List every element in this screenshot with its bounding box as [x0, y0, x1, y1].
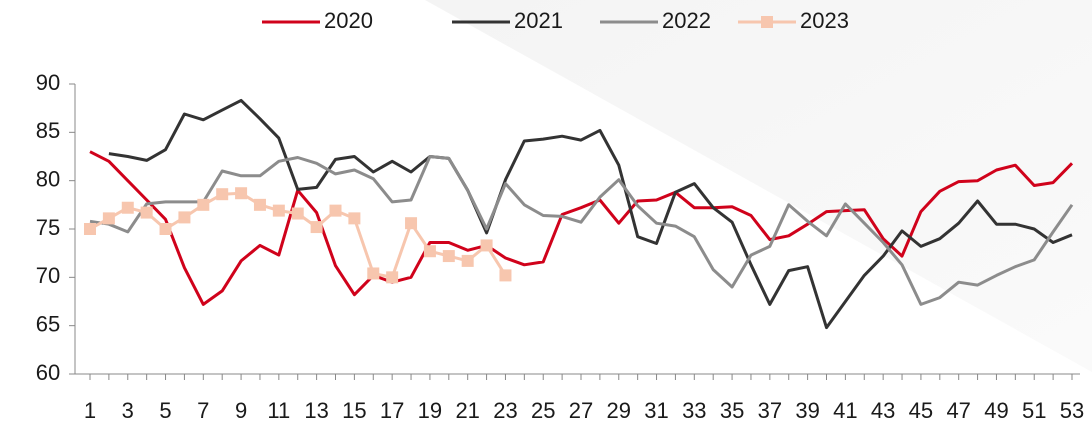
- y-tick-label: 70: [36, 263, 60, 288]
- x-tick-label: 27: [569, 398, 593, 423]
- point-marker: [197, 198, 210, 211]
- x-tick-label: 9: [235, 398, 247, 423]
- x-tick-label: 15: [342, 398, 366, 423]
- point-marker: [140, 206, 153, 219]
- x-tick-label: 23: [493, 398, 517, 423]
- x-tick-label: 39: [795, 398, 819, 423]
- series-line: [108, 98, 1073, 330]
- x-tick-label: 33: [682, 398, 706, 423]
- series-line: [89, 155, 1074, 306]
- y-tick-label: 85: [36, 118, 60, 143]
- point-marker: [178, 211, 191, 224]
- x-tick-label: 51: [1022, 398, 1046, 423]
- point-marker: [367, 267, 380, 280]
- point-marker: [121, 201, 134, 214]
- y-tick-label: 75: [36, 215, 60, 240]
- x-tick-label: 29: [607, 398, 631, 423]
- point-marker: [386, 271, 399, 284]
- x-tick-label: 11: [267, 398, 290, 423]
- x-tick-label: 5: [159, 398, 171, 423]
- point-marker: [310, 221, 323, 234]
- point-marker: [442, 250, 455, 263]
- point-marker: [253, 198, 266, 211]
- x-tick-label: 41: [833, 398, 857, 423]
- legend-label: 2021: [514, 8, 563, 33]
- x-tick-label: 19: [418, 398, 442, 423]
- point-marker: [329, 204, 342, 217]
- point-marker: [348, 212, 361, 225]
- x-tick-label: 37: [758, 398, 782, 423]
- y-tick-label: 60: [36, 360, 60, 385]
- x-tick-label: 31: [644, 398, 668, 423]
- legend-label: 2022: [662, 8, 711, 33]
- point-marker: [423, 245, 436, 258]
- x-tick-label: 43: [871, 398, 895, 423]
- x-tick-label: 17: [380, 398, 404, 423]
- x-tick-label: 1: [84, 398, 96, 423]
- legend-label: 2020: [324, 8, 373, 33]
- point-marker: [235, 187, 248, 200]
- legend-label: 2023: [800, 8, 849, 33]
- point-marker: [159, 223, 172, 235]
- y-tick-label: 90: [36, 70, 60, 95]
- legend-marker: [761, 16, 773, 28]
- point-marker: [499, 269, 512, 282]
- point-marker: [291, 207, 304, 220]
- y-tick-label: 65: [36, 311, 60, 336]
- x-tick-label: 3: [122, 398, 134, 423]
- x-tick-label: 47: [946, 398, 970, 423]
- y-tick-label: 80: [36, 166, 60, 191]
- point-marker: [480, 239, 493, 252]
- point-marker: [272, 204, 285, 217]
- point-marker: [461, 254, 474, 267]
- x-tick-label: 13: [304, 398, 328, 423]
- x-tick-label: 7: [197, 398, 209, 423]
- point-marker: [84, 223, 96, 235]
- point-marker: [102, 212, 115, 225]
- series-line: [89, 150, 1074, 306]
- x-tick-label: 35: [720, 398, 744, 423]
- x-tick-label: 21: [455, 398, 479, 423]
- point-marker: [216, 188, 229, 201]
- x-tick-label: 53: [1060, 398, 1084, 423]
- background-shade: [425, 0, 1092, 372]
- x-tick-label: 49: [984, 398, 1008, 423]
- x-tick-label: 25: [531, 398, 555, 423]
- x-tick-label: 45: [909, 398, 933, 423]
- point-marker: [405, 217, 418, 230]
